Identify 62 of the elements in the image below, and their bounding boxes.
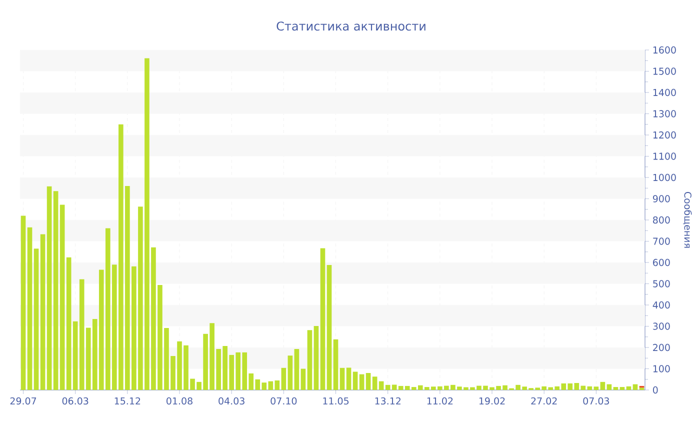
y-tick-label: 1000 [653,174,676,182]
bar [346,368,352,390]
bar [372,376,378,390]
bar [320,248,326,390]
bar [314,326,319,390]
y-tick-label: 0 [652,386,658,394]
bar [281,368,286,390]
x-tick-label: 06.03 [62,397,88,405]
bar [66,257,72,390]
bar [594,386,599,390]
bar [40,234,46,390]
bar [613,387,618,390]
bar [600,382,606,390]
y-tick-label: 500 [653,280,670,288]
y-tick-label: 600 [653,258,670,266]
x-tick-label: 27.02 [531,397,557,405]
x-tick-label: 29.07 [10,397,36,405]
y-tick-label: 1100 [653,152,676,160]
bar [587,386,592,390]
bar [378,381,384,390]
bar [60,204,65,390]
y-tick-label: 1500 [653,68,676,75]
bar [326,265,332,390]
bar [288,356,293,390]
bar [300,368,306,390]
x-tick-label: 07.10 [270,397,297,405]
x-tick-label: 07.03 [583,397,610,405]
y-tick-label: 1400 [653,88,676,96]
bar [620,387,625,390]
x-tick-label: 04.03 [218,397,244,405]
bar [294,348,300,390]
y-tick-label: 900 [652,195,670,202]
y-tick-label: 1600 [653,46,676,54]
y-tick-label: 200 [653,344,670,352]
bar [20,216,26,390]
bar [274,380,280,390]
bar [307,330,312,390]
y-tick-label: 1200 [653,131,676,139]
y-tick-label: 700 [653,238,670,245]
y-tick-label: 1300 [653,110,676,118]
bar [46,186,52,390]
x-tick-label: 13.12 [375,397,400,405]
x-tick-label: 11.05 [323,397,349,405]
y-tick-label: 100 [653,365,670,372]
y-axis-title: Сообщения [683,192,692,248]
bar [352,372,358,390]
x-tick-label: 11.02 [427,397,453,405]
y-tick-label: 300 [653,322,670,330]
x-tick-label: 15.12 [114,397,140,405]
bar [53,191,58,390]
y-tick-label: 800 [653,216,670,224]
bar [27,227,32,390]
bar [34,248,39,390]
x-tick-label: 19.02 [479,397,505,405]
x-tick-label: 01.08 [166,397,192,405]
bar [359,374,364,390]
bar [333,339,338,390]
chart-title: Статистика активности [276,22,426,31]
bar [340,368,345,390]
bar [366,373,371,390]
bar [626,386,632,390]
y-tick-label: 400 [652,301,670,309]
